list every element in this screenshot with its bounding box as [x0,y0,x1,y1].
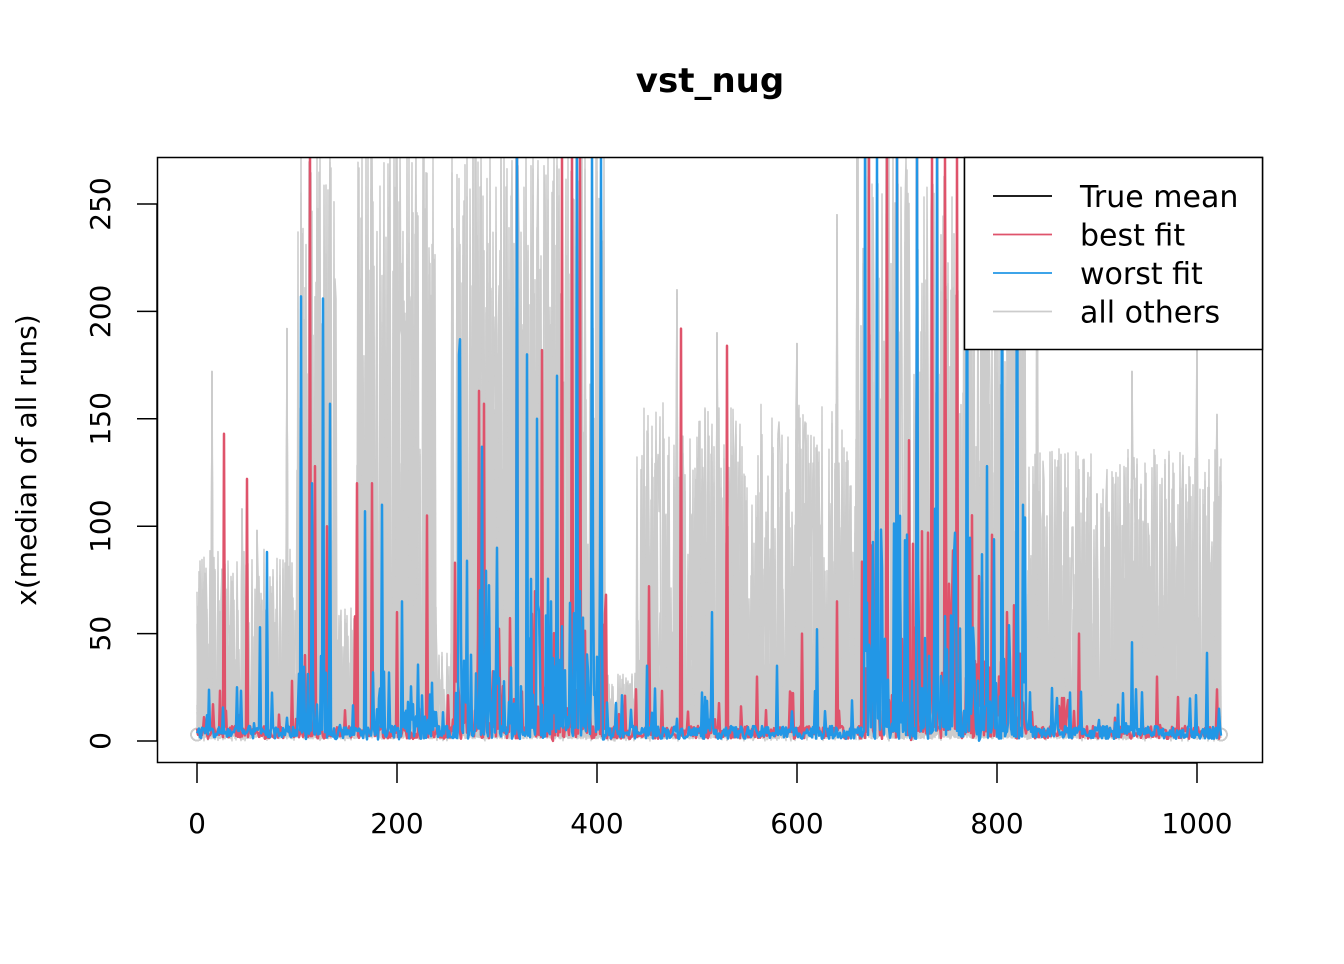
y-tick-label: 200 [84,285,117,338]
legend-label: True mean [1079,180,1238,215]
legend-label: worst fit [1080,257,1203,292]
chart-title: vst_nug [636,61,784,101]
y-tick-label: 150 [84,392,117,445]
x-tick-label: 400 [570,807,623,840]
x-tick-label: 1000 [1161,807,1232,840]
x-tick-label: 200 [370,807,423,840]
x-tick-label: 0 [188,807,206,840]
y-tick-label: 250 [84,177,117,230]
series-line-worst-fit [195,158,1223,742]
legend-label: best fit [1080,219,1185,254]
y-tick-label: 0 [84,732,117,750]
x-axis: 0 200 400 600 800 1000 [188,762,1233,840]
y-axis-label: x(median of all runs) [10,314,43,605]
series-layer [190,158,1228,743]
legend-label: all others [1080,296,1220,331]
y-tick-label: 50 [84,616,117,652]
x-tick-label: 600 [770,807,823,840]
legend-box [963,156,1264,351]
y-tick-label: 100 [84,499,117,552]
x-tick-label: 800 [970,807,1023,840]
y-axis: 0 50 100 150 200 250 [84,177,158,750]
